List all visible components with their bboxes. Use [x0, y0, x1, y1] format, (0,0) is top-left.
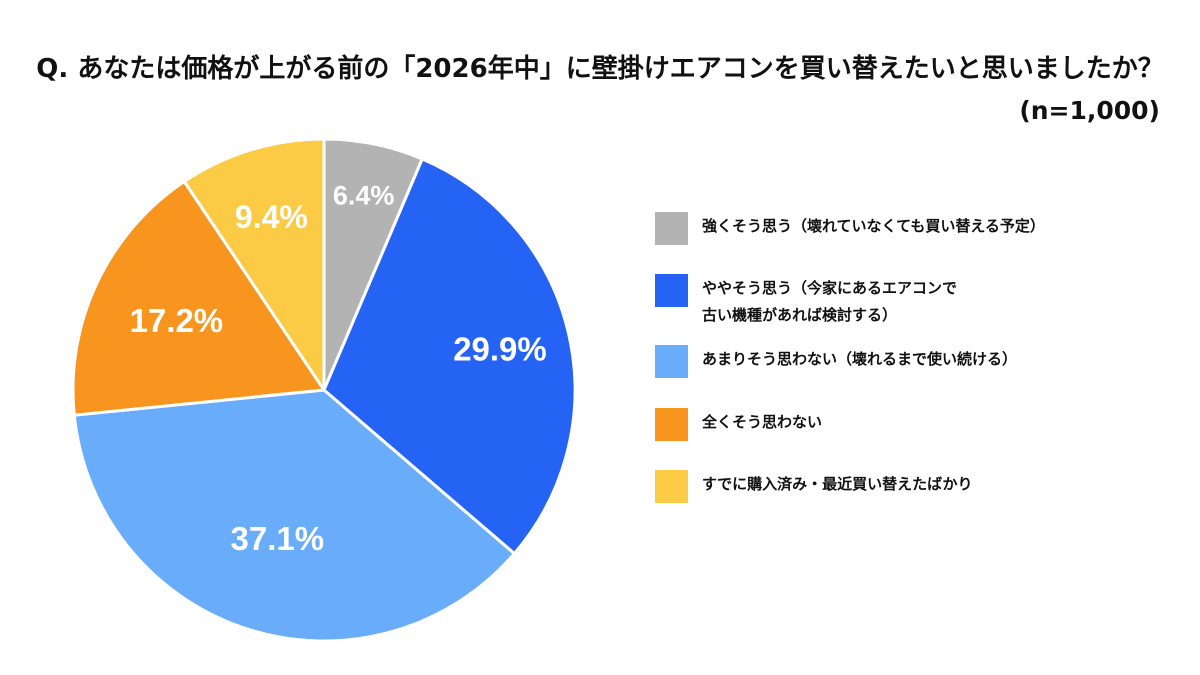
pie-slice-label: 6.4% [333, 181, 395, 211]
legend-swatch [655, 470, 688, 503]
pie-slice-label: 9.4% [235, 199, 308, 235]
legend-label: すでに購入済み・最近買い替えたばかり [702, 475, 973, 493]
pie-slice-label: 29.9% [453, 330, 547, 367]
pie-chart: 6.4% 29.9% 37.1% 17.2% 9.4% [71, 137, 577, 643]
legend-item: 全くそう思わない [655, 408, 822, 441]
legend-label: あまりそう思わない（壊れるまで使い続ける） [702, 350, 1018, 368]
pie-slice-label: 17.2% [130, 302, 224, 339]
sample-size: (n=1,000) [1019, 96, 1160, 125]
chart-title: Q. あなたは価格が上がる前の「2026年中」に壁掛けエアコンを買い替えたいと思… [36, 54, 1164, 84]
legend-swatch [655, 345, 688, 378]
legend-item: 強くそう思う（壊れていなくても買い替える予定） [655, 212, 1045, 245]
pie-slice [71, 180, 326, 417]
legend-swatch [655, 212, 688, 245]
legend-swatch [655, 408, 688, 441]
pie-slice-label: 37.1% [231, 520, 325, 557]
legend-label: ややそう思う（今家にあるエアコンで 古い機種があれば検討する） [702, 279, 958, 324]
legend-swatch [655, 274, 688, 307]
legend-label: 強くそう思う（壊れていなくても買い替える予定） [702, 217, 1045, 235]
legend-label: 全くそう思わない [702, 413, 823, 431]
pie-slice [72, 388, 516, 643]
pie-slice [322, 157, 577, 556]
legend-item: あまりそう思わない（壊れるまで使い続ける） [655, 345, 1017, 378]
pie-slices [71, 137, 577, 643]
legend-item: ややそう思う（今家にあるエアコンで 古い機種があれば検討する） [655, 274, 957, 329]
pie-slice-labels: 6.4% 29.9% 37.1% 17.2% 9.4% [130, 181, 547, 557]
pie-slice [182, 137, 326, 392]
legend-item: すでに購入済み・最近買い替えたばかり [655, 470, 972, 503]
